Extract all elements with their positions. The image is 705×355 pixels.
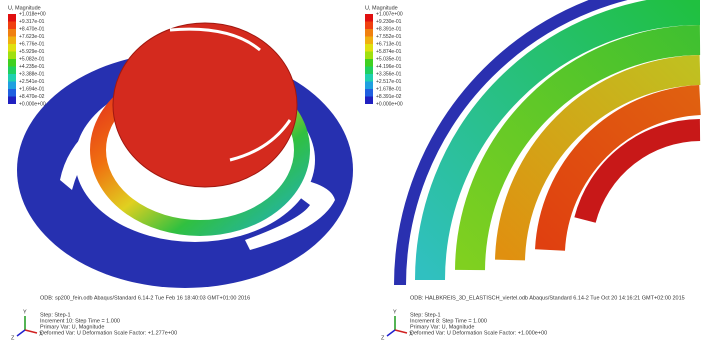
legend-swatch bbox=[8, 29, 16, 37]
legend-swatch bbox=[365, 52, 373, 60]
legend-label: +2.541e-01 bbox=[19, 79, 45, 85]
legend-label: +1.678e-01 bbox=[376, 86, 402, 92]
legend-label: +5.035e-01 bbox=[376, 56, 402, 62]
legend-label: +0.000e+00 bbox=[19, 101, 46, 107]
legend-swatch bbox=[365, 97, 373, 105]
legend-swatch bbox=[8, 82, 16, 90]
triad-label: Y bbox=[393, 309, 397, 315]
legend-swatch bbox=[365, 22, 373, 30]
legend-label: +7.623e-01 bbox=[19, 34, 45, 40]
legend-label: +6.776e-01 bbox=[19, 41, 45, 47]
legend-swatch bbox=[8, 89, 16, 97]
legend-swatch bbox=[365, 59, 373, 67]
legend-label: +4.235e-01 bbox=[19, 64, 45, 70]
triad-label: Y bbox=[23, 309, 27, 315]
legend-label: +5.929e-01 bbox=[19, 49, 45, 55]
triad-label: Z bbox=[11, 335, 15, 341]
legend-swatch bbox=[8, 52, 16, 60]
legend-label: +1.007e+00 bbox=[376, 11, 403, 17]
legend-label: +6.713e-01 bbox=[376, 41, 402, 47]
deformed-info: Deformed Var: U Deformation Scale Factor… bbox=[410, 330, 547, 336]
legend-label: +3.388e-01 bbox=[19, 71, 45, 77]
legend-label: +3.356e-01 bbox=[376, 71, 402, 77]
legend-label: +8.391e-02 bbox=[376, 94, 402, 100]
legend-label: +7.552e-01 bbox=[376, 34, 402, 40]
legend-swatch bbox=[8, 59, 16, 67]
legend-swatch bbox=[365, 14, 373, 22]
odb-info: ODB: sp200_fein.odb Abaqus/Standard 6.14… bbox=[40, 295, 250, 301]
legend-swatch bbox=[8, 97, 16, 105]
legend-swatch bbox=[365, 74, 373, 82]
screenshot: U, Magnitude+1.018e+00+9.317e-01+8.470e-… bbox=[0, 0, 705, 355]
legend-swatch bbox=[365, 89, 373, 97]
triad-axis bbox=[395, 330, 407, 333]
legend-label: +1.694e-01 bbox=[19, 86, 45, 92]
legend-label: +9.317e-01 bbox=[19, 19, 45, 25]
legend-label: +5.082e-01 bbox=[19, 56, 45, 62]
legend-label: +0.000e+00 bbox=[376, 101, 403, 107]
triad-axis bbox=[387, 330, 395, 336]
triad-label: X bbox=[409, 331, 413, 337]
legend-label: +5.874e-01 bbox=[376, 49, 402, 55]
odb-info: ODB: HALBKREIS_3D_ELASTISCH_viertel.odb … bbox=[410, 295, 685, 301]
right-model bbox=[400, 0, 700, 285]
deformed-info: Deformed Var: U Deformation Scale Factor… bbox=[40, 330, 177, 336]
legend-label: +8.391e-01 bbox=[376, 26, 402, 32]
legend-swatch bbox=[8, 44, 16, 52]
triad-axis bbox=[25, 330, 37, 333]
legend-swatch bbox=[8, 37, 16, 45]
triad-label: Z bbox=[381, 335, 385, 341]
triad-label: X bbox=[39, 331, 43, 337]
legend-swatch bbox=[365, 29, 373, 37]
legend-swatch bbox=[365, 82, 373, 90]
legend-label: +2.517e-01 bbox=[376, 79, 402, 85]
legend-swatch bbox=[8, 67, 16, 75]
legend-swatch bbox=[8, 74, 16, 82]
legend-swatch bbox=[8, 14, 16, 22]
legend-swatch bbox=[365, 44, 373, 52]
legend-label: +4.196e-01 bbox=[376, 64, 402, 70]
legend-label: +8.470e-01 bbox=[19, 26, 45, 32]
legend-swatch bbox=[365, 67, 373, 75]
legend-swatch bbox=[365, 37, 373, 45]
legend-label: +9.230e-01 bbox=[376, 19, 402, 25]
left-model bbox=[17, 23, 353, 288]
legend-swatch bbox=[8, 22, 16, 30]
triad-axis bbox=[17, 330, 25, 336]
legend-label: +1.018e+00 bbox=[19, 11, 46, 17]
legend-label: +8.470e-02 bbox=[19, 94, 45, 100]
